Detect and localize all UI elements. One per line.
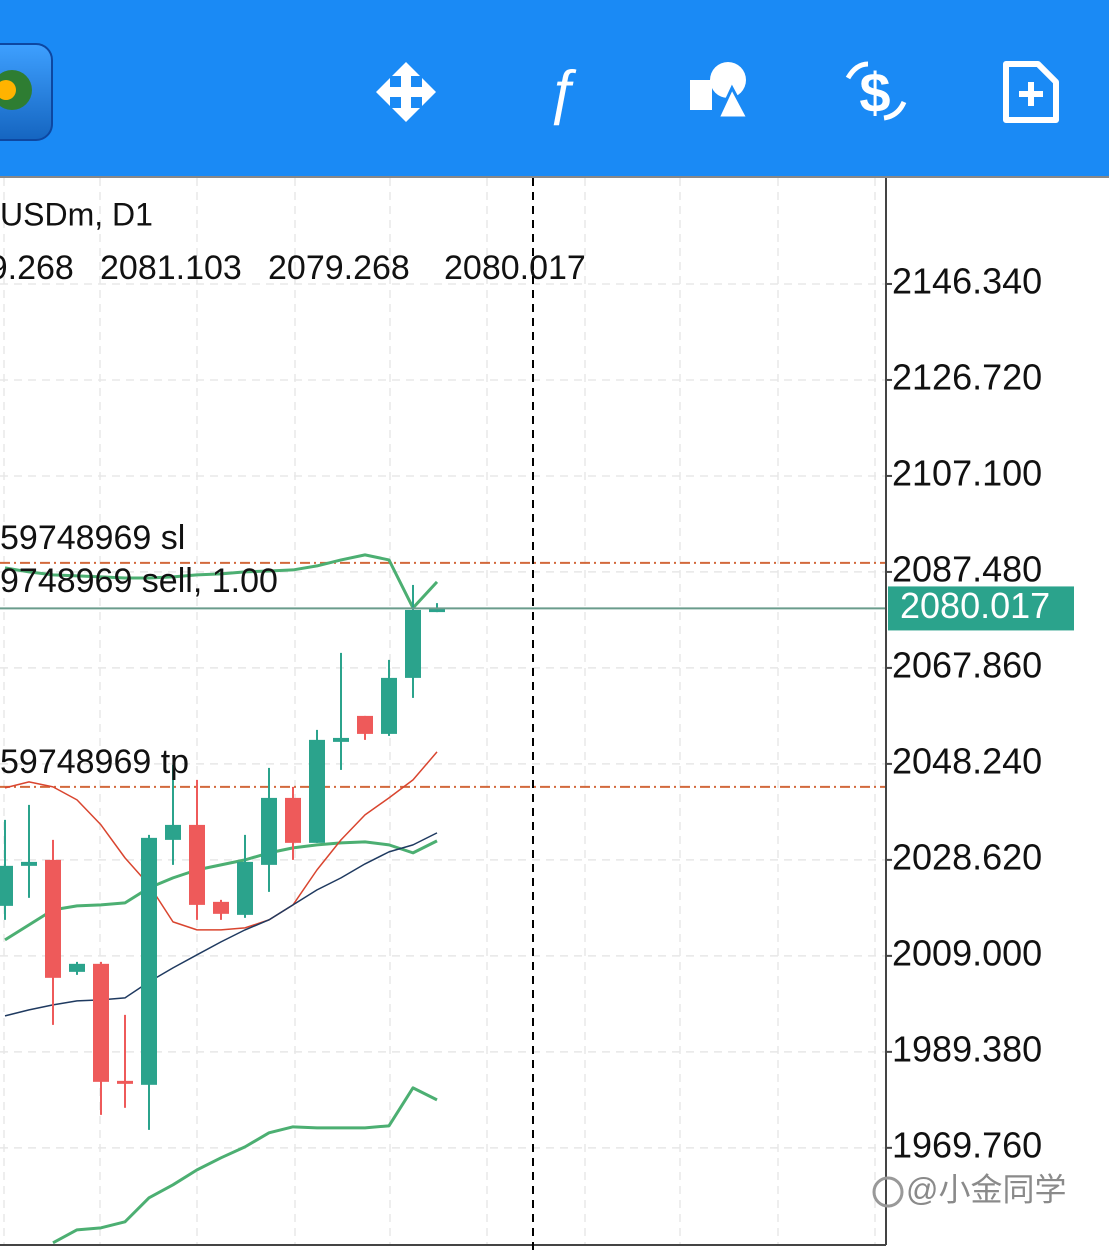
y-tick-label: 2087.480 <box>892 548 1042 589</box>
candle-body <box>429 608 445 613</box>
candle-body <box>93 963 109 1082</box>
y-tick-label: 2126.720 <box>892 356 1042 397</box>
watermark: @小金同学 <box>872 1171 1067 1208</box>
y-tick-label: 2146.340 <box>892 260 1042 301</box>
candle-body <box>165 824 181 840</box>
indicator-line <box>4 832 438 1017</box>
symbol-title: USDm, D1 <box>0 196 153 232</box>
tp-label: 59748969 tp <box>0 743 189 781</box>
candle-body <box>0 865 13 906</box>
indicator-line <box>52 1086 438 1245</box>
candle-body <box>333 737 349 742</box>
candle-body <box>21 861 37 866</box>
watermark-text: @小金同学 <box>906 1171 1067 1207</box>
candle-body <box>141 837 157 1085</box>
candle-body <box>381 677 397 734</box>
candle-body <box>45 859 61 978</box>
sl-label: 59748969 sl <box>0 519 185 557</box>
grid <box>0 178 886 1245</box>
header-close: 2080.017 <box>444 249 586 287</box>
candle-body <box>237 861 253 915</box>
y-tick-label: 1969.760 <box>892 1124 1042 1165</box>
y-tick-label: 2048.240 <box>892 740 1042 781</box>
price-tag-label: 2080.017 <box>900 585 1050 626</box>
candle-body <box>405 609 421 678</box>
header-low: 2079.268 <box>268 249 410 287</box>
price-axis: 2146.340 2126.720 2107.100 2087.480 2067.860… <box>886 260 1074 1165</box>
indicator-line <box>4 553 439 610</box>
y-tick-label: 2067.860 <box>892 644 1042 685</box>
indicator-line <box>4 751 438 931</box>
objects-tool[interactable] <box>690 62 751 120</box>
indicator-tool[interactable]: ƒ <box>545 58 578 125</box>
candle-body <box>285 797 301 843</box>
indicator-line <box>4 839 438 942</box>
trade-tool[interactable]: $ <box>845 61 907 124</box>
candle-body <box>189 824 205 905</box>
candle-body <box>69 963 85 972</box>
y-tick-label: 2009.000 <box>892 932 1042 973</box>
y-tick-label: 1989.380 <box>892 1028 1042 1069</box>
ohlc-header: 2079.268 2081.103 2079.268 2080.017 <box>0 249 586 287</box>
candle-body <box>357 715 373 734</box>
sell-label: 9748969 sell, 1.00 <box>0 562 278 600</box>
candle-body <box>261 797 277 865</box>
candle-body <box>213 901 229 914</box>
header-high: 2081.103 <box>100 249 242 287</box>
app-icon[interactable] <box>0 43 53 141</box>
candle-body <box>117 1080 133 1084</box>
price-tag <box>888 586 1074 631</box>
svg-text:$: $ <box>859 61 890 124</box>
new-order-tool[interactable] <box>1003 61 1059 123</box>
toolbar <box>0 0 1109 176</box>
plot <box>0 553 886 1245</box>
y-tick-label: 2107.100 <box>892 452 1042 493</box>
header-open: 2079.268 <box>0 249 74 287</box>
y-tick-label: 2028.620 <box>892 836 1042 877</box>
candle-body <box>309 739 325 843</box>
move-tool[interactable] <box>376 62 436 122</box>
